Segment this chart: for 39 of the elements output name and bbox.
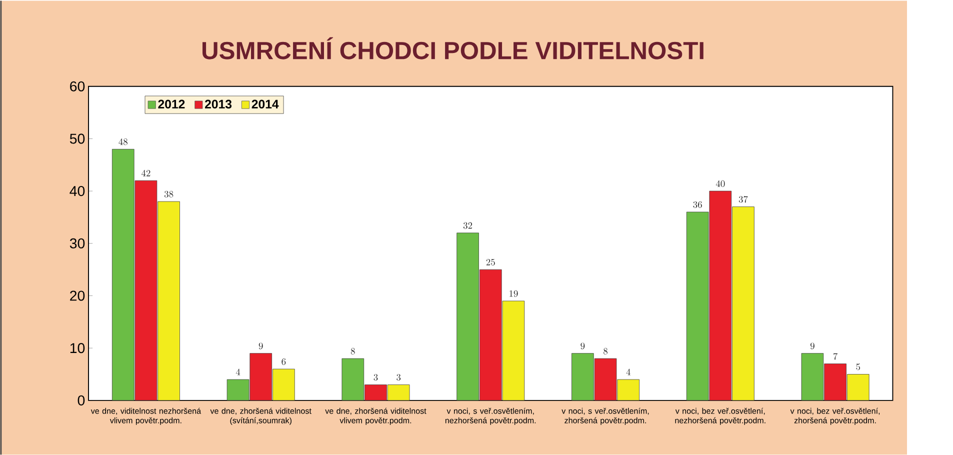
data-label: 6	[282, 358, 286, 365]
chart-title: USMRCENÍ CHODCI PODLE VIDITELNOSTI	[202, 37, 704, 60]
legend-label: 2014	[252, 100, 279, 108]
x-tick-label: v noci, s veř.osvětlením, zhoršená povětr.podm.	[562, 408, 649, 425]
data-label: 8	[350, 348, 355, 354]
data-label: 8	[604, 348, 608, 354]
y-tick-label: 50	[70, 133, 85, 144]
data-label: 48	[118, 138, 128, 145]
data-label: 7	[833, 352, 838, 360]
data-label: 37	[738, 196, 748, 202]
data-label: 42	[141, 170, 150, 176]
y-tick-label: 20	[70, 290, 85, 301]
data-label: 3	[374, 374, 378, 380]
x-tick-label: ve dne, zhoršená viditelnost vlivem povětr.podm.	[325, 408, 426, 425]
y-tick-label: 60	[70, 81, 85, 92]
data-label: 25	[486, 258, 495, 266]
legend-label: 2012	[158, 100, 185, 108]
data-label: 19	[510, 290, 518, 297]
data-label: 9	[810, 342, 814, 350]
y-tick-label: 40	[70, 186, 85, 196]
y-tick-label: 10	[70, 342, 85, 353]
data-label: 3	[396, 374, 401, 380]
legend-label: 2013	[205, 100, 232, 108]
data-label: 9	[258, 342, 263, 350]
x-tick-label: ve dne, zhoršená viditelnost (svítání,soumrak)	[210, 408, 312, 425]
x-tick-label: ve dne, viditelnost nezhoršená vlivem povětr.podm.	[90, 408, 202, 425]
x-tick-label: v noci, s veř.osvětlením, nezhoršená povětr.podm.	[445, 408, 536, 425]
y-tick-label: 30	[70, 238, 85, 248]
data-label: 32	[463, 222, 472, 229]
x-tick-label: v noci, bez veř.osvětlení, zhoršená povětr.podm.	[790, 408, 880, 425]
data-label: 5	[856, 363, 860, 370]
x-tick-label: v noci, bez veř.osvětlení, nezhoršená povětr.podm.	[675, 408, 766, 425]
data-label: 9	[580, 342, 585, 350]
data-label: 36	[693, 201, 702, 208]
data-label: 4	[626, 368, 630, 375]
data-label: 38	[164, 190, 174, 198]
data-label: 40	[716, 180, 725, 187]
y-tick-label: 0	[78, 395, 85, 406]
data-label: 4	[236, 368, 240, 375]
